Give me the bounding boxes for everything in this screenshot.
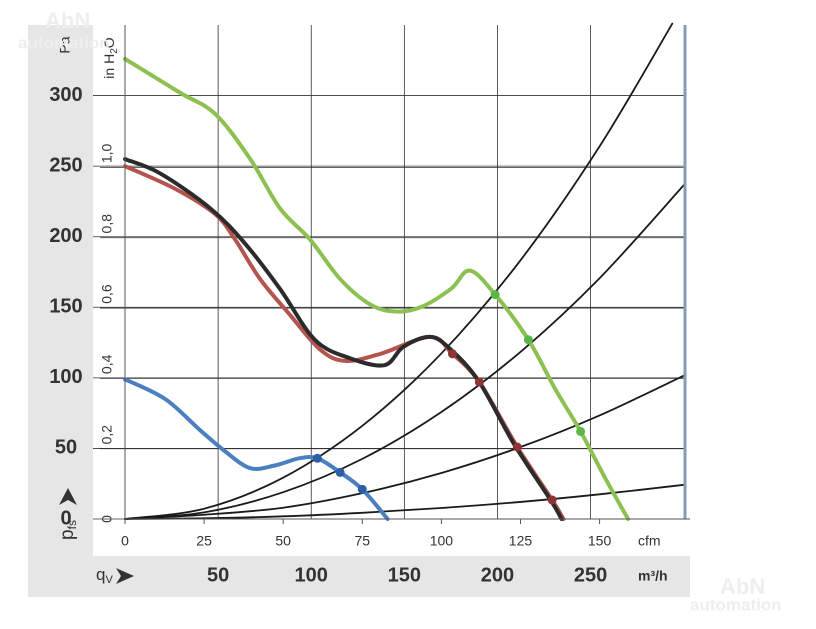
y2-tick-label: 1,0	[99, 143, 115, 163]
operating-point	[312, 453, 322, 463]
y2-label-end: O	[101, 37, 117, 48]
x-tick-label: 0	[121, 533, 129, 549]
y2-label: in H2O	[101, 37, 120, 78]
operating-point	[523, 335, 533, 345]
x-tick-label: 100	[430, 533, 454, 549]
fan-curve	[123, 377, 390, 521]
y-tick-label: 200	[49, 225, 82, 247]
watermark: AbN	[45, 8, 90, 33]
watermark: automation	[18, 33, 110, 52]
operating-point	[512, 442, 522, 452]
y-tick-label: 250	[49, 154, 82, 176]
x2-tick-label: 50	[207, 564, 229, 586]
y-tick-label: 150	[49, 296, 82, 318]
operating-point	[547, 495, 557, 505]
y-tick-label: 300	[49, 84, 82, 106]
y2-label-main: in H	[101, 54, 117, 79]
operating-point	[357, 484, 367, 494]
fan-curve	[123, 56, 631, 521]
q-label: qV	[96, 565, 113, 585]
y2-tick-label: 0,4	[99, 354, 115, 374]
q-label-main: q	[96, 565, 105, 584]
p-label: pfs	[57, 520, 79, 540]
y2-tick-label: 0,8	[99, 214, 115, 234]
x2-tick-label: 250	[574, 564, 607, 586]
x-tick-label: 50	[275, 533, 291, 549]
q-arrow	[116, 568, 134, 584]
y2-tick-label: 0	[99, 515, 115, 523]
operating-point	[447, 349, 457, 359]
operating-point	[490, 290, 500, 300]
operating-point	[576, 426, 586, 436]
p-label-sub: fs	[65, 520, 79, 529]
fan-curve	[123, 157, 564, 521]
watermark: AbN	[720, 574, 765, 599]
x-tick-label: 125	[509, 533, 533, 549]
q-label-sub: V	[105, 574, 113, 586]
x-tick-label: 150	[588, 533, 612, 549]
operating-point	[474, 377, 484, 387]
x-tick-label: 25	[196, 533, 212, 549]
system-curve	[124, 483, 686, 520]
x-label: cfm	[638, 533, 661, 549]
system-curve	[124, 182, 686, 520]
system-curve	[124, 22, 674, 520]
x2-tick-label: 150	[388, 564, 421, 586]
bottom-panel	[93, 556, 690, 597]
p-arrow	[59, 488, 77, 505]
y2-tick-label: 0,6	[99, 284, 115, 304]
left-panel	[28, 25, 93, 597]
p-label-main: p	[57, 529, 78, 540]
x-tick-label: 75	[354, 533, 370, 549]
y-label: Pa	[57, 36, 73, 53]
x2-tick-label: 100	[295, 564, 328, 586]
y-tick-label: 0	[60, 507, 71, 529]
x2-label: m³/h	[638, 568, 668, 584]
y2-label-sub: 2	[109, 48, 120, 54]
y-tick-label: 50	[55, 437, 77, 459]
x2-tick-label: 200	[481, 564, 514, 586]
watermark: automation	[690, 595, 782, 614]
system-curve	[124, 374, 686, 520]
operating-point	[335, 467, 345, 477]
y-tick-label: 100	[49, 366, 82, 388]
y2-tick-label: 0,2	[99, 425, 115, 445]
